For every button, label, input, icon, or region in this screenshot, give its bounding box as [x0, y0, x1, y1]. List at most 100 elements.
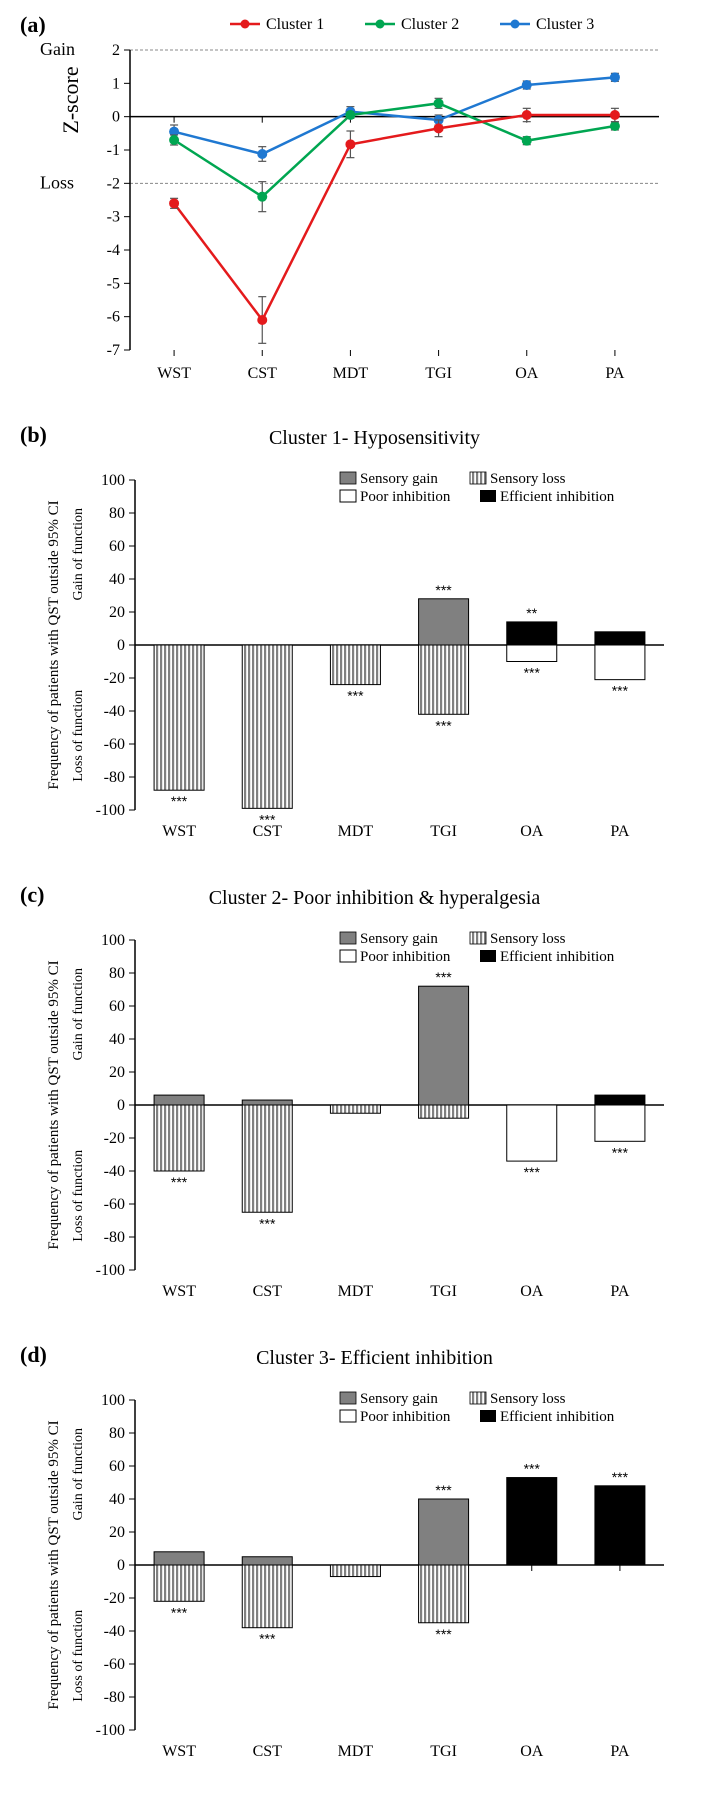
svg-text:TGI: TGI [430, 823, 457, 840]
svg-text:PA: PA [610, 1283, 629, 1300]
svg-text:WST: WST [162, 1283, 196, 1300]
svg-text:TGI: TGI [425, 365, 452, 382]
svg-text:-60: -60 [104, 1196, 125, 1213]
svg-text:-60: -60 [104, 1656, 125, 1673]
svg-text:Cluster 3- Efficient inhibitio: Cluster 3- Efficient inhibition [256, 1347, 493, 1369]
svg-text:WST: WST [162, 1743, 196, 1760]
line-chart: (a)Cluster 1Cluster 2Cluster 3-7-6-5-4-3… [20, 10, 689, 390]
svg-text:Sensory gain: Sensory gain [360, 931, 438, 947]
svg-text:Sensory gain: Sensory gain [360, 1391, 438, 1407]
svg-text:MDT: MDT [338, 1743, 374, 1760]
bar-chart-c: (c)Cluster 2- Poor inhibition & hyperalg… [20, 880, 689, 1310]
svg-text:100: 100 [101, 932, 125, 949]
svg-text:Sensory loss: Sensory loss [490, 931, 566, 947]
svg-text:OA: OA [520, 1743, 544, 1760]
svg-text:80: 80 [109, 1425, 125, 1442]
svg-text:***: *** [259, 811, 276, 827]
svg-text:Cluster 1- Hyposensitivity: Cluster 1- Hyposensitivity [269, 427, 480, 449]
svg-text:-4: -4 [107, 242, 120, 259]
svg-text:(a): (a) [20, 12, 46, 37]
svg-text:-100: -100 [96, 802, 125, 819]
svg-text:Frequency of patients with QST: Frequency of patients with QST outside 9… [46, 960, 62, 1249]
svg-text:WST: WST [157, 365, 191, 382]
svg-text:***: *** [612, 1469, 629, 1485]
svg-text:Loss of function: Loss of function [71, 690, 86, 782]
svg-text:-3: -3 [107, 209, 120, 226]
svg-text:2: 2 [112, 42, 120, 59]
svg-text:***: *** [435, 717, 452, 733]
svg-text:OA: OA [520, 823, 544, 840]
svg-text:***: *** [171, 1174, 188, 1190]
svg-text:-40: -40 [104, 1623, 125, 1640]
svg-text:Sensory gain: Sensory gain [360, 471, 438, 487]
svg-text:-20: -20 [104, 1130, 125, 1147]
svg-text:-20: -20 [104, 1590, 125, 1607]
svg-text:40: 40 [109, 1031, 125, 1048]
svg-text:***: *** [612, 1144, 629, 1160]
svg-text:-80: -80 [104, 1229, 125, 1246]
svg-text:***: *** [524, 665, 541, 681]
svg-text:Poor inhibition: Poor inhibition [360, 949, 451, 965]
svg-text:0: 0 [117, 1557, 125, 1574]
svg-text:***: *** [171, 1604, 188, 1620]
svg-text:40: 40 [109, 571, 125, 588]
svg-text:(c): (c) [20, 882, 44, 907]
figure-container: (a)Cluster 1Cluster 2Cluster 3-7-6-5-4-3… [0, 0, 709, 1810]
panel-b: (b)Cluster 1- HyposensitivitySensory gai… [20, 420, 689, 850]
bar-chart-d: (d) Cluster 3- Efficient inhibition Sensor… [20, 1340, 689, 1770]
svg-text:-100: -100 [96, 1262, 125, 1279]
bar-chart-b: (b)Cluster 1- HyposensitivitySensory gai… [20, 420, 689, 850]
svg-text:CST: CST [248, 365, 278, 382]
svg-text:***: *** [435, 1482, 452, 1498]
svg-text:Efficient inhibition: Efficient inhibition [500, 1409, 615, 1425]
svg-text:***: *** [435, 969, 452, 985]
svg-text:Efficient inhibition: Efficient inhibition [500, 949, 615, 965]
svg-text:-80: -80 [104, 1689, 125, 1706]
svg-text:-20: -20 [104, 670, 125, 687]
svg-text:***: *** [259, 1631, 276, 1647]
svg-text:Cluster 2: Cluster 2 [401, 16, 459, 33]
svg-text:-100: -100 [96, 1722, 125, 1739]
svg-text:40: 40 [109, 1491, 125, 1508]
svg-text:***: *** [524, 1461, 541, 1477]
svg-text:-6: -6 [107, 309, 120, 326]
svg-text:TGI: TGI [430, 1283, 457, 1300]
svg-text:Loss: Loss [40, 172, 74, 192]
svg-text:Sensory loss: Sensory loss [490, 471, 566, 487]
svg-text:MDT: MDT [333, 365, 369, 382]
svg-text:Cluster 3: Cluster 3 [536, 16, 594, 33]
svg-text:Gain: Gain [40, 39, 75, 59]
svg-text:-80: -80 [104, 769, 125, 786]
svg-text:WST: WST [162, 823, 196, 840]
svg-text:CST: CST [253, 1743, 283, 1760]
svg-text:CST: CST [253, 1283, 283, 1300]
svg-text:-1: -1 [107, 142, 120, 159]
svg-text:***: *** [347, 688, 364, 704]
svg-text:***: *** [524, 1164, 541, 1180]
svg-text:Loss of function: Loss of function [71, 1150, 86, 1242]
svg-text:20: 20 [109, 1064, 125, 1081]
svg-text:(d): (d) [20, 1342, 47, 1367]
svg-text:-5: -5 [107, 275, 120, 292]
svg-text:20: 20 [109, 604, 125, 621]
svg-text:1: 1 [112, 75, 120, 92]
svg-text:60: 60 [109, 538, 125, 555]
svg-text:Loss of function: Loss of function [71, 1610, 86, 1702]
svg-text:***: *** [171, 793, 188, 809]
svg-text:PA: PA [610, 823, 629, 840]
svg-text:Gain of function: Gain of function [71, 968, 86, 1061]
svg-text:60: 60 [109, 998, 125, 1015]
svg-text:***: *** [259, 1215, 276, 1231]
svg-text:PA: PA [605, 365, 624, 382]
panel-a: (a)Cluster 1Cluster 2Cluster 3-7-6-5-4-3… [20, 10, 689, 390]
svg-text:-60: -60 [104, 736, 125, 753]
svg-text:80: 80 [109, 965, 125, 982]
svg-text:PA: PA [610, 1743, 629, 1760]
svg-text:60: 60 [109, 1458, 125, 1475]
svg-text:-7: -7 [107, 342, 120, 359]
svg-text:-40: -40 [104, 703, 125, 720]
panel-c: (c)Cluster 2- Poor inhibition & hyperalg… [20, 880, 689, 1310]
svg-text:***: *** [612, 683, 629, 699]
svg-text:0: 0 [117, 1097, 125, 1114]
svg-text:100: 100 [101, 1392, 125, 1409]
